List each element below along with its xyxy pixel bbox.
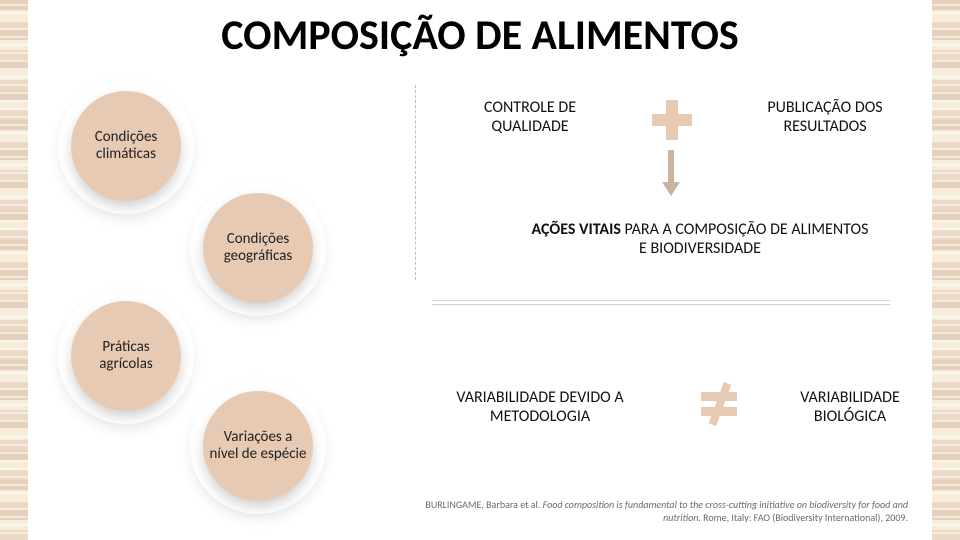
label-var-bio: VARIABILIDADE BIOLÓGICA xyxy=(780,388,920,426)
decorative-border-right xyxy=(932,0,960,540)
circle-species-label: Variações a nível de espécie xyxy=(209,429,307,464)
circle-species: Variações a nível de espécie xyxy=(203,391,313,501)
label-qc: CONTROLE DE QUALIDADE xyxy=(455,98,605,136)
page-title: COMPOSIÇÃO DE ALIMENTOS xyxy=(221,10,739,61)
circle-practices: Práticas agrícolas xyxy=(71,301,181,411)
vertical-divider xyxy=(415,85,416,280)
decorative-border-left xyxy=(0,0,28,540)
label-publication: PUBLICAÇÃO DOS RESULTADOS xyxy=(745,98,905,136)
vital-bold: AÇÕES VITAIS xyxy=(532,220,621,239)
slide-root: COMPOSIÇÃO DE ALIMENTOS Condições climát… xyxy=(0,0,960,540)
circle-climate-label: Condições climáticas xyxy=(77,129,175,164)
vital-text: AÇÕES VITAIS PARA A COMPOSIÇÃO DE ALIMEN… xyxy=(530,220,870,258)
not-equal-icon xyxy=(695,380,743,428)
plus-icon xyxy=(648,96,696,144)
label-var-method: VARIABILIDADE DEVIDO A METODOLOGIA xyxy=(430,388,650,426)
arrow-down-icon xyxy=(662,150,680,196)
circle-practices-label: Práticas agrícolas xyxy=(77,339,175,374)
citation-post: Rome, Italy: FAO (Biodiversity Internati… xyxy=(701,511,908,524)
vital-rest: PARA A COMPOSIÇÃO DE ALIMENTOS E BIODIVE… xyxy=(621,220,869,258)
circle-climate: Condições climáticas xyxy=(71,91,181,201)
circle-geographic-label: Condições geográficas xyxy=(209,231,307,266)
citation-pre: BURLINGAME, Barbara et al. xyxy=(425,498,542,511)
citation: BURLINGAME, Barbara et al. Food composit… xyxy=(388,499,908,524)
circle-geographic: Condições geográficas xyxy=(203,193,313,303)
